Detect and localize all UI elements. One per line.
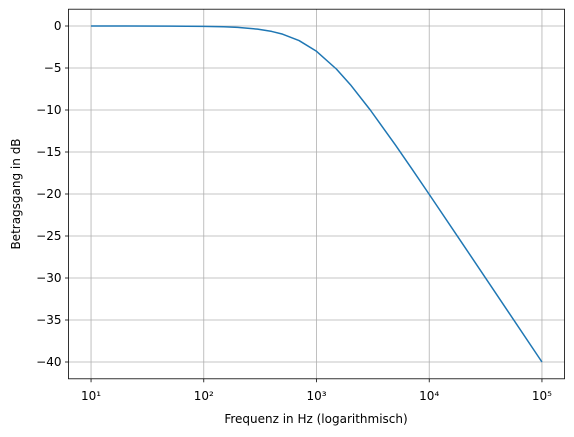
y-tick-label: −35 [36,313,61,327]
y-tick-label: −10 [36,103,61,117]
y-tick-label: −20 [36,187,61,201]
x-tick-label: 10³ [306,389,326,403]
x-tick-label: 10¹ [81,389,101,403]
y-tick-label: −5 [44,61,62,75]
y-tick-label: 0 [54,19,62,33]
x-axis-label: Frequenz in Hz (logarithmisch) [224,412,407,426]
x-tick-label: 10² [194,389,214,403]
axes-frame [68,8,565,380]
y-tick-label: −25 [36,229,61,243]
y-axis-label: Betragsgang in dB [9,138,23,249]
y-tick-label: −40 [36,355,61,369]
y-tick-label: −15 [36,145,61,159]
line [91,25,543,363]
x-tick-label: 10⁵ [532,389,552,403]
x-tick-label: 10⁴ [419,389,439,403]
y-tick-label: −30 [36,271,61,285]
